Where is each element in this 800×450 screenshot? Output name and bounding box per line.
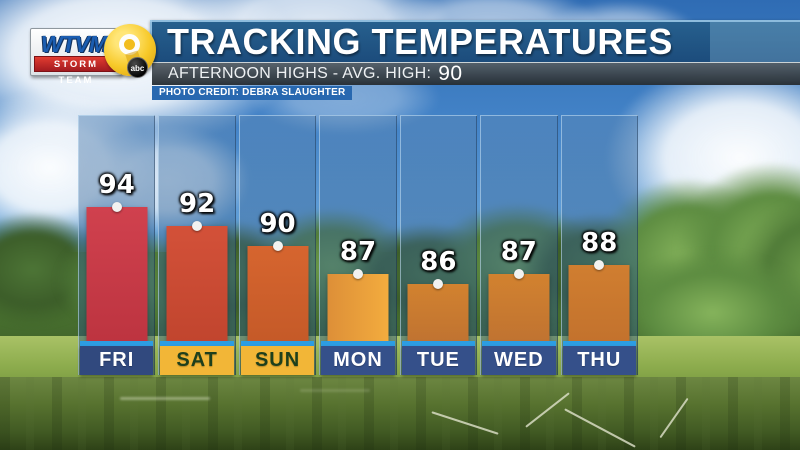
temperature-value: 87 [500,237,537,268]
subheader-bar: AFTERNOON HIGHS - AVG. HIGH: 90 [152,62,800,85]
ripple [120,397,210,400]
page-title: TRACKING TEMPERATURES [167,21,673,62]
forecast-column: 87 MON [319,115,397,375]
bar-top-dot [513,269,524,280]
label-accent-strip [240,341,315,346]
bar-top-dot [272,240,283,251]
day-label: SUN [240,346,315,375]
bar-top-dot [111,202,122,213]
station-logo: WTVM STORM TEAM 9 abc [28,24,156,86]
bar-top-dot [594,259,605,270]
avg-high-value: 90 [438,62,463,85]
temperature-bar [407,283,469,341]
station-call-letters: WTVM [40,31,108,57]
bar-top-dot [433,278,444,289]
temperature-value: 92 [179,189,216,220]
forecast-column: 88 THU [560,115,638,375]
temperature-value: 94 [98,170,135,201]
storm-team-banner: STORM TEAM [34,56,118,86]
pond-water [0,377,800,450]
label-accent-strip [482,341,556,346]
forecast-column: 92 SAT [158,115,236,375]
nine-hole [119,34,140,55]
temperature-bar [247,245,309,341]
temperature-bar [568,264,630,341]
header-bar-light-cap [710,22,800,62]
temperature-value: 86 [420,246,457,277]
nine-core [124,39,135,50]
label-accent-strip [160,341,234,346]
photo-credit: PHOTO CREDIT: DEBRA SLAUGHTER [152,86,353,100]
label-accent-strip [321,341,395,346]
day-label: TUE [401,346,476,375]
water-reflections [0,377,800,450]
subheader-text: AFTERNOON HIGHS - AVG. HIGH: [168,65,432,82]
temperature-value: 87 [339,237,377,268]
header-bar: TRACKING TEMPERATURES [150,20,800,62]
day-label: FRI [80,346,154,375]
label-accent-strip [562,341,636,346]
label-accent-strip [80,341,154,346]
ripple [300,389,370,392]
bar-top-dot [192,221,203,232]
temperature-bar [488,274,550,341]
forecast-column: 90 SUN [238,115,317,375]
temperature-bar [86,207,148,341]
day-label: THU [562,346,636,375]
temperature-bar [327,274,389,341]
forecast-column: 94 FRI [78,115,156,375]
bar-top-dot [352,269,363,280]
temperature-value: 88 [581,227,618,258]
forecast-column: 87 WED [480,115,558,375]
temperature-bar-chart: 94 FRI 92 SAT 90 SUN 87 MON [78,115,638,375]
day-label: WED [482,346,556,375]
abc-network-icon: abc [127,57,148,78]
temperature-value: 90 [259,208,296,239]
day-label: MON [321,346,395,375]
day-label: SAT [160,346,234,375]
temperature-bar [166,226,228,341]
label-accent-strip [401,341,476,346]
forecast-column: 86 TUE [399,115,478,375]
